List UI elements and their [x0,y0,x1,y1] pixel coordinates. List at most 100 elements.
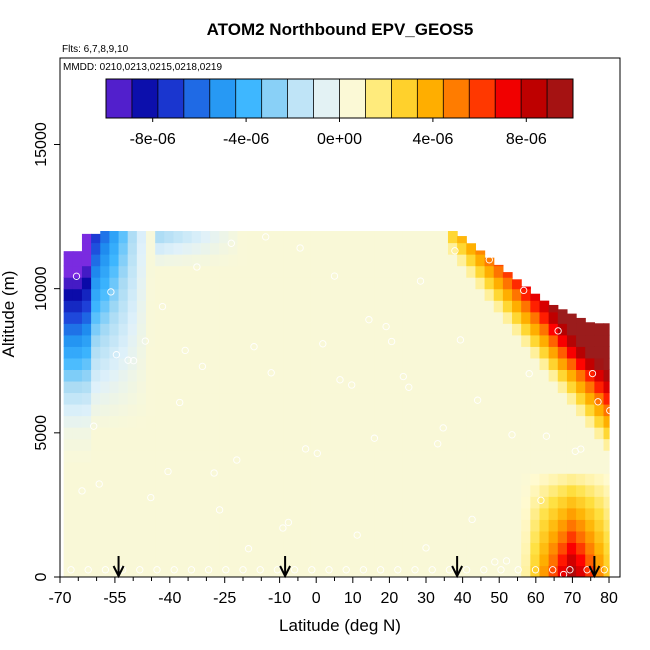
heatmap-cell [118,427,129,440]
colorbar-swatch [313,79,340,118]
heatmap-cell [557,380,568,394]
heatmap-cell [438,484,449,497]
heatmap-cell [539,542,550,555]
heatmap-cell [237,369,248,382]
heatmap-cell [100,346,111,359]
heatmap-cell [310,507,321,520]
heatmap-cell [210,404,220,417]
heatmap-cell [127,231,138,244]
heatmap-cell [402,415,412,428]
heatmap-cell [292,334,303,347]
heatmap-cell [374,323,385,336]
heatmap-cell [576,507,586,520]
observation-point [290,566,299,574]
heatmap-cell [164,530,175,543]
colorbar-swatch [106,79,133,118]
heatmap-cell [191,357,202,370]
heatmap-cell [438,369,449,382]
heatmap-cell [347,530,358,543]
heatmap-cell [237,357,248,370]
observation-point [480,566,488,574]
heatmap-cell [447,277,458,290]
heatmap-cell [274,392,284,405]
heatmap-cell [576,346,586,359]
heatmap-cell [173,311,184,324]
heatmap-cell [402,496,412,509]
heatmap-cell [484,300,495,313]
heatmap-cell [594,519,605,532]
heatmap-cell [548,357,559,370]
colorbar-tick-label: 4e-06 [412,131,453,148]
heatmap-cell [521,380,531,394]
heatmap-cell [283,231,294,244]
heatmap-cell [136,254,147,267]
heatmap-cell [219,392,229,405]
heatmap-cell [585,450,595,463]
heatmap-cell [109,473,120,486]
heatmap-cell [420,496,431,509]
heatmap-cell [603,438,610,451]
heatmap-cell [91,334,101,347]
heatmap-cell [512,553,522,567]
heatmap-cell [429,277,440,290]
colorbar-swatch [365,79,392,118]
heatmap-cell [420,265,431,278]
heatmap-cell [81,380,92,394]
heatmap-cell [127,323,138,336]
heatmap-cell [356,496,367,509]
heatmap-cell [493,346,504,359]
heatmap-cell [393,300,403,313]
heatmap-cell [264,553,275,567]
heatmap-cell [264,288,275,301]
heatmap-cell [338,438,348,451]
heatmap-cell [594,427,605,440]
heatmap-cell [191,392,202,405]
heatmap-cell [264,438,275,451]
heatmap-cell [438,346,449,359]
heatmap-cell [347,380,358,394]
heatmap-cell [548,427,559,440]
heatmap-cell [429,357,440,370]
heatmap-cell [274,334,284,347]
heatmap-cell [228,242,239,255]
heatmap-cell [182,380,193,394]
heatmap-cell [438,231,449,244]
heatmap-cell [438,242,449,255]
heatmap-cell [100,392,111,405]
heatmap-cell [173,496,184,509]
heatmap-cell [356,553,367,567]
heatmap-cell [146,380,156,394]
heatmap-cell [420,530,431,543]
observation-point [158,302,167,311]
observation-point [405,383,413,391]
heatmap-cell [457,300,467,313]
heatmap-cell [109,254,120,267]
observation-point [325,566,333,574]
heatmap-cell [420,450,431,463]
heatmap-cell [493,438,504,451]
heatmap-cell [447,461,458,474]
observation-point [416,277,425,285]
heatmap-cell [576,415,586,428]
heatmap-cell [585,415,595,428]
heatmap-cell [557,461,568,474]
observation-point [336,376,344,384]
heatmap-cell [81,565,92,577]
heatmap-cell [429,507,440,520]
heatmap-cell [402,450,412,463]
heatmap-cell [81,254,92,267]
heatmap-cell [264,530,275,543]
heatmap-cell [466,323,477,336]
heatmap-cell [484,257,495,267]
heatmap-cell [383,380,394,394]
heatmap-cell [329,334,339,347]
heatmap-cell [264,404,275,417]
heatmap-cell [475,404,486,417]
heatmap-cell [228,565,239,577]
heatmap-cell [502,530,513,543]
heatmap-cell [484,519,495,532]
heatmap-cell [164,323,175,336]
heatmap-cell [310,427,321,440]
heatmap-cell [155,519,165,532]
heatmap-cell [539,323,550,336]
